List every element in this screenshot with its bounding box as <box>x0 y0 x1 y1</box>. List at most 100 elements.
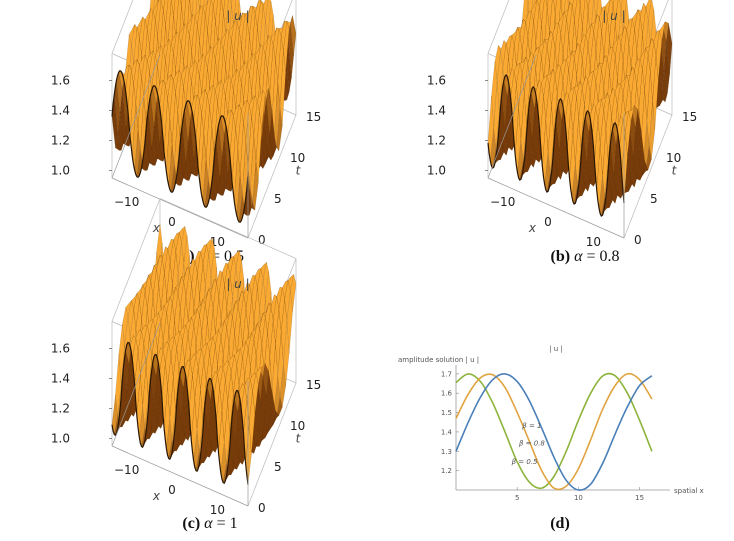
surface-facet <box>181 0 186 28</box>
surface-facet <box>276 108 283 152</box>
t-tick-label: 15 <box>682 110 697 124</box>
surface-facet <box>189 0 194 19</box>
z-tick-label: 1.0 <box>51 164 70 178</box>
plot-title: | u | <box>602 9 625 23</box>
t-tick-label: 10 <box>290 419 305 433</box>
surface-facet <box>531 0 538 22</box>
x-tick-label: −10 <box>114 463 139 477</box>
box-edge <box>623 114 673 239</box>
surface-facet <box>266 371 273 419</box>
z-tick-label: 1.6 <box>51 342 70 356</box>
surface-facet <box>160 0 166 11</box>
surface-facet <box>666 23 673 74</box>
x-tick-label: 15 <box>635 494 644 502</box>
x-axis-label: spatial x <box>674 487 704 495</box>
surface-facet <box>645 0 652 22</box>
surface-facet <box>547 0 553 33</box>
surface-plot-c: | u | 1.0 1.2 1.4 1.6 −10 0 10 x 0 5 10 15 t <box>20 198 340 518</box>
surface-plot-b: | u | 1.0 1.2 1.4 1.6 −10 0 10 x 0 5 10 15 t <box>396 0 716 250</box>
surface-facet <box>152 0 159 21</box>
box-edge <box>487 0 510 54</box>
z-tick-label: 1.2 <box>51 402 70 416</box>
t-tick-label: 15 <box>306 110 321 124</box>
t-axis-label: t <box>296 431 302 445</box>
box-edge <box>159 198 297 259</box>
surface-facet <box>286 15 293 30</box>
box-edge <box>487 54 537 179</box>
plot-title: | u | <box>226 277 249 291</box>
x-tick-label: 0 <box>168 483 176 497</box>
surface-facet <box>262 88 269 100</box>
caption-c-value: = 1 <box>216 515 238 532</box>
box-edge <box>111 0 134 54</box>
y-axis-label: amplitude solution | u | <box>398 356 479 364</box>
surface-facet <box>619 0 623 10</box>
x-tick-label: 0 <box>544 215 552 229</box>
box-edge <box>111 54 161 179</box>
front-curve <box>111 69 249 224</box>
y-tick-label: 1.3 <box>441 448 452 456</box>
caption-b-value: = 0.8 <box>586 248 620 265</box>
surface-facet <box>652 55 659 130</box>
x-axis-label: x <box>152 489 161 503</box>
series-annotation-3: β = 0.5 <box>512 458 538 466</box>
surface-facet <box>279 51 286 127</box>
z-tick-label: 1.4 <box>427 104 446 118</box>
caption-c: (c) α = 1 <box>135 515 285 533</box>
series-line-2 <box>455 372 653 491</box>
surface-facet <box>612 0 619 23</box>
caption-c-symbol: α <box>204 515 213 532</box>
caption-b: (b) α = 0.8 <box>505 248 665 266</box>
box-edge <box>111 198 161 322</box>
surface-plot-a: | u | 1.0 1.2 1.4 1.6 −10 0 10 x 0 5 10 15 t <box>20 0 340 250</box>
x-tick-label: 0 <box>168 215 176 229</box>
box-edge <box>487 177 625 239</box>
surface-facet <box>171 0 176 16</box>
line-plot-d: | u | amplitude solution | u | spatial x 5 1… <box>396 335 716 505</box>
surface-facet <box>205 0 211 31</box>
surface-facet <box>255 367 262 385</box>
surface-facet <box>223 0 229 34</box>
t-tick-label: 5 <box>274 192 282 206</box>
z-tick-label: 1.0 <box>51 432 70 446</box>
line-svg-d: | u | amplitude solution | u | spatial x 5 1… <box>398 345 704 502</box>
y-tick-label: 1.6 <box>441 390 453 398</box>
y-tick-label: 1.4 <box>441 428 453 436</box>
box-edge <box>111 177 249 239</box>
caption-b-symbol: α <box>574 248 583 265</box>
x-axis-label: x <box>152 221 161 235</box>
box-edge <box>111 322 161 447</box>
z-tick-label: 1.6 <box>51 74 70 88</box>
t-tick-label: 0 <box>634 233 642 247</box>
t-tick-label: 10 <box>290 151 305 165</box>
box-edge <box>247 382 297 507</box>
z-tick-label: 1.0 <box>427 164 446 178</box>
front-curve <box>487 74 625 217</box>
surface-facet <box>157 0 159 4</box>
z-tick-label: 1.4 <box>51 372 70 386</box>
x-tick-label: 10 <box>574 494 583 502</box>
surface-facet <box>635 109 642 161</box>
x-tick-label: 10 <box>210 503 225 517</box>
z-tick-label: 1.2 <box>51 134 70 148</box>
z-tick-label: 1.6 <box>427 74 446 88</box>
surface-facet <box>642 160 649 176</box>
surface-facet <box>578 0 582 6</box>
surface-facet <box>536 0 541 8</box>
surface-facet <box>266 88 273 136</box>
t-tick-label: 10 <box>666 151 681 165</box>
x-tick-label: 10 <box>586 235 601 249</box>
surface-facet <box>173 0 179 38</box>
surface-facet <box>553 0 557 15</box>
surface-facet <box>659 21 666 42</box>
z-tick-label: 1.2 <box>427 134 446 148</box>
series-annotation-2: β = 0.8 <box>519 439 545 447</box>
surface-facet <box>262 362 269 397</box>
t-tick-label: 5 <box>650 192 658 206</box>
y-tick-label: 1.2 <box>441 467 452 475</box>
surface-facet <box>269 110 276 157</box>
z-tick-label: 1.4 <box>51 104 70 118</box>
surface-facet <box>211 0 215 7</box>
